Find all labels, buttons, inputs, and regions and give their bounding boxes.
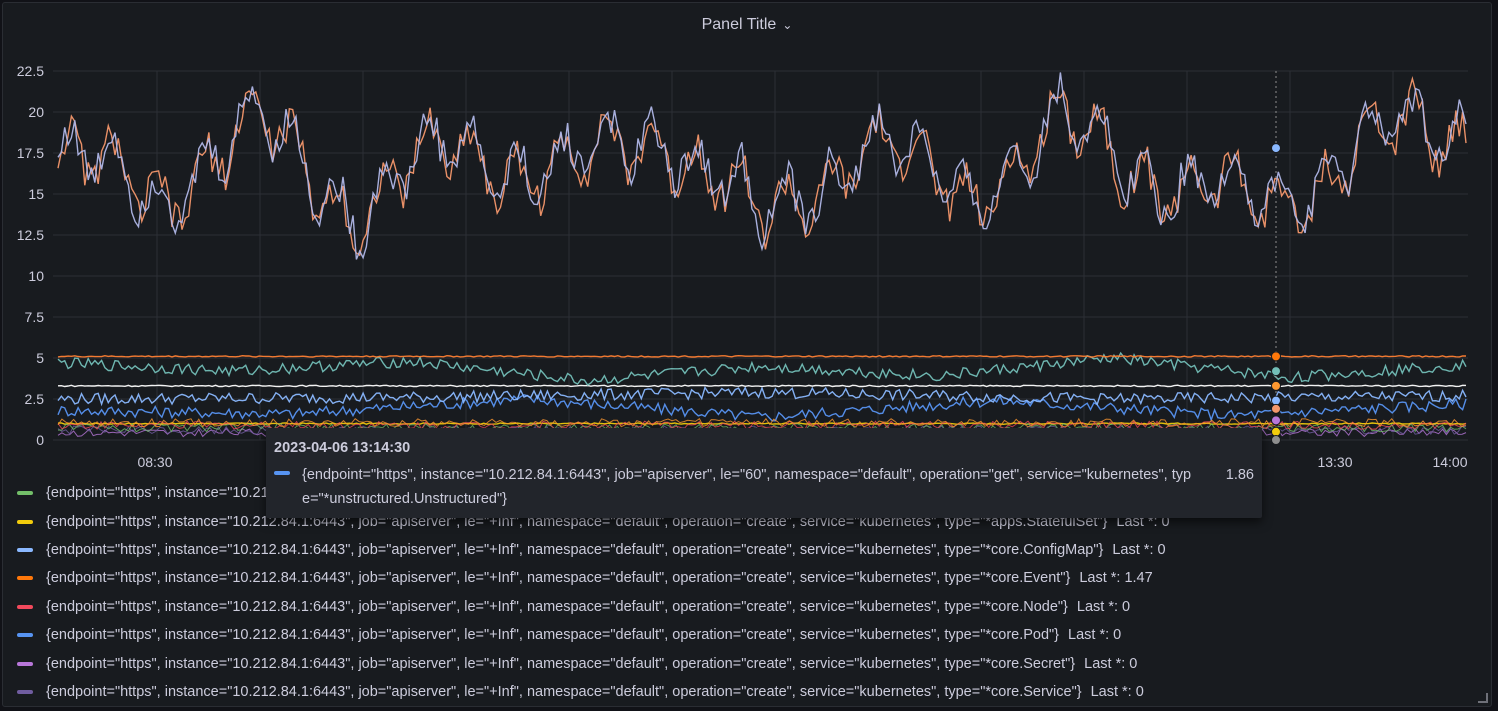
resize-handle[interactable] bbox=[1478, 693, 1488, 703]
hover-marker bbox=[1271, 351, 1281, 362]
legend-item[interactable]: {endpoint="https", instance="10.212.84.1… bbox=[17, 649, 1417, 677]
series-line bbox=[57, 75, 1467, 257]
y-tick-label: 15 bbox=[28, 186, 44, 202]
legend-swatch bbox=[17, 689, 33, 694]
legend-last-value: Last *: 0 bbox=[1076, 598, 1131, 615]
legend-label[interactable]: {endpoint="https", instance="10.212.84.1… bbox=[46, 627, 1060, 644]
hover-marker bbox=[1271, 366, 1281, 377]
legend-label[interactable]: {endpoint="https", instance="10.212.84.1… bbox=[46, 598, 1068, 615]
series-lines bbox=[57, 72, 1467, 438]
tooltip-series-label: {endpoint="https", instance="10.212.84.1… bbox=[302, 467, 1192, 507]
legend-label[interactable]: {endpoint="https", instance="10.212.84.1… bbox=[46, 541, 1104, 558]
series-line bbox=[57, 417, 1467, 428]
series-line bbox=[57, 72, 1467, 260]
tooltip-value: 1.86 bbox=[1225, 467, 1254, 483]
hover-marker bbox=[1271, 143, 1281, 154]
legend-last-value: Last *: 0 bbox=[1068, 627, 1122, 644]
y-tick-label: 20 bbox=[28, 104, 44, 120]
y-tick-label: 12.5 bbox=[17, 227, 44, 243]
hover-marker bbox=[1271, 435, 1281, 445]
y-tick-label: 10 bbox=[28, 268, 44, 284]
x-tick-label: 13:30 bbox=[1317, 454, 1352, 470]
legend-swatch bbox=[17, 547, 33, 552]
hover-marker bbox=[1271, 426, 1281, 437]
panel-title[interactable]: Panel Title bbox=[701, 16, 777, 33]
y-axis: 0 2.5 5 7.5 10 12.5 15 17.5 20 22.5 bbox=[17, 63, 44, 448]
legend-swatch bbox=[17, 576, 33, 581]
legend-last-value: Last *: 0 bbox=[1084, 655, 1138, 672]
y-tick-label: 7.5 bbox=[25, 309, 45, 325]
legend-swatch bbox=[17, 633, 33, 638]
hover-marker bbox=[1271, 395, 1281, 406]
tooltip-time: 2023-04-06 13:14:30 bbox=[274, 440, 411, 456]
hover-tooltip: 2023-04-06 13:14:30 {endpoint="https", i… bbox=[266, 428, 1262, 518]
hover-marker bbox=[1271, 403, 1281, 414]
y-tick-label: 22.5 bbox=[17, 63, 44, 79]
hover-marker bbox=[1271, 415, 1281, 426]
x-axis: 08:30 13:30 14:00 bbox=[137, 454, 1467, 470]
hover-markers bbox=[1271, 71, 1281, 445]
series-line bbox=[57, 354, 1467, 358]
legend-last-value: Last *: 0 bbox=[1090, 683, 1144, 700]
series-line bbox=[57, 385, 1467, 407]
x-tick-label: 08:30 bbox=[137, 454, 172, 470]
legend-item[interactable]: {endpoint="https", instance="10.212.84.1… bbox=[17, 564, 1417, 592]
legend-item[interactable]: {endpoint="https", instance="10.212.84.1… bbox=[17, 536, 1417, 564]
legend-item[interactable]: {endpoint="https", instance="10.212.84.1… bbox=[17, 621, 1417, 649]
legend-last-value: Last *: 1.47 bbox=[1079, 570, 1153, 587]
tooltip-row: {endpoint="https", instance="10.212.84.1… bbox=[274, 463, 1254, 511]
y-tick-label: 0 bbox=[36, 432, 44, 448]
hover-marker bbox=[1271, 380, 1281, 391]
time-series-plot[interactable]: 0 2.5 5 7.5 10 12.5 15 17.5 20 22.5 08:30 13:30 14:… bbox=[3, 3, 1491, 473]
y-tick-label: 5 bbox=[36, 350, 44, 366]
x-tick-label: 14:00 bbox=[1432, 454, 1467, 470]
tooltip-series-swatch bbox=[274, 471, 290, 475]
series-line bbox=[57, 420, 1467, 431]
legend-label[interactable]: {endpoint="https", instance="10.212.84.1… bbox=[46, 655, 1076, 672]
legend-swatch bbox=[17, 519, 33, 524]
y-tick-label: 17.5 bbox=[17, 145, 44, 161]
legend-label[interactable]: {endpoint="https", instance="10.212.84.1… bbox=[46, 570, 1071, 587]
legend-swatch bbox=[17, 604, 33, 609]
legend-item[interactable]: {endpoint="https", instance="10.212.84.1… bbox=[17, 593, 1417, 621]
series-line bbox=[57, 394, 1467, 423]
series-line bbox=[57, 384, 1467, 388]
chevron-down-icon[interactable]: ⌄ bbox=[782, 18, 793, 32]
legend-swatch bbox=[17, 661, 33, 666]
series-line bbox=[57, 351, 1467, 386]
panel-header[interactable]: Panel Title ⌄ bbox=[3, 13, 1491, 37]
legend-swatch bbox=[17, 491, 33, 496]
legend-last-value: Last *: 0 bbox=[1112, 541, 1166, 558]
legend-item[interactable]: {endpoint="https", instance="10.212.84.1… bbox=[17, 678, 1417, 706]
legend-label[interactable]: {endpoint="https", instance="10.212.84.1… bbox=[46, 683, 1082, 700]
y-tick-label: 2.5 bbox=[25, 391, 45, 407]
